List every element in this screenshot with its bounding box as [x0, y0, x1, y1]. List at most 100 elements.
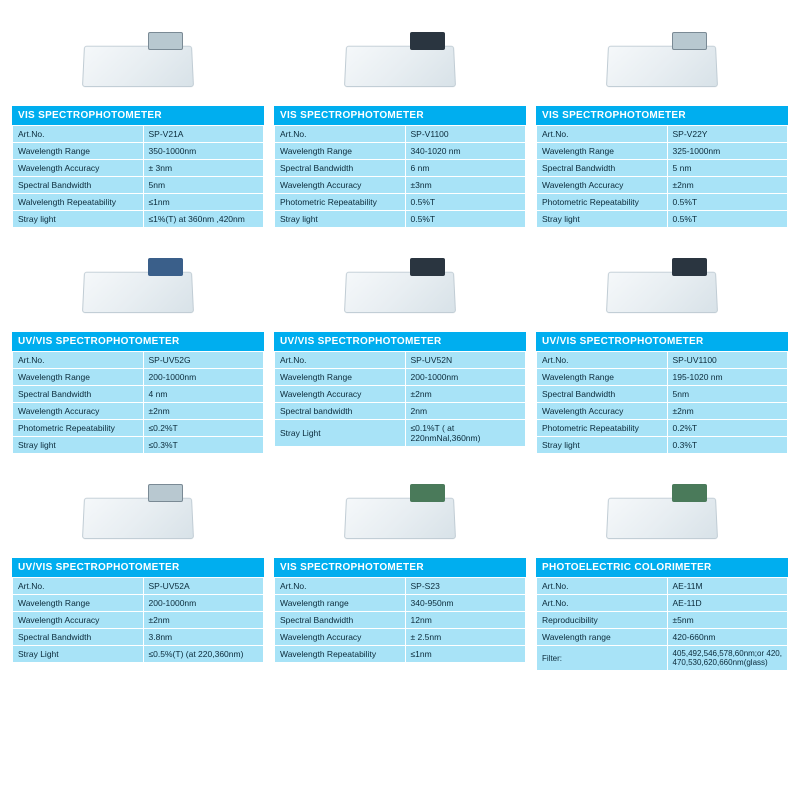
- spec-label: Wavelength Accuracy: [537, 177, 668, 194]
- spec-label: Photometric Repeatability: [537, 194, 668, 211]
- spec-value: SP-V21A: [143, 126, 263, 143]
- spec-label: Spectral Bandwidth: [275, 160, 406, 177]
- spec-label: Art.No.: [13, 578, 144, 595]
- spec-label: Wavelength Accuracy: [13, 403, 144, 420]
- table-row: Photometric Repeatability0.5%T: [275, 194, 526, 211]
- table-row: Art.No.SP-S23: [275, 578, 526, 595]
- table-row: Spectral Bandwidth5nm: [537, 386, 788, 403]
- table-row: Wavelength Accuracy± 3nm: [13, 160, 264, 177]
- spec-label: Spectral Bandwidth: [13, 177, 144, 194]
- spec-label: Photometric Repeatability: [275, 194, 406, 211]
- table-row: Walvelength Repeatability≤1nm: [13, 194, 264, 211]
- spec-table: Art.No.SP-V1100Wavelength Range340-1020 …: [274, 125, 526, 228]
- spec-value: 420-660nm: [667, 629, 787, 646]
- spec-table: Art.No.SP-UV1100Wavelength Range195-1020…: [536, 351, 788, 454]
- product-image: [274, 238, 526, 328]
- table-row: Stray light0.5%T: [537, 211, 788, 228]
- spec-value: ±2nm: [143, 403, 263, 420]
- product-title: VIS SPECTROPHOTOMETER: [12, 106, 264, 125]
- product-title: PHOTOELECTRIC COLORIMETER: [536, 558, 788, 577]
- spec-value: ±2nm: [667, 177, 787, 194]
- spec-value: ± 2.5nm: [405, 629, 525, 646]
- table-row: Wavelength Accuracy±2nm: [275, 386, 526, 403]
- product-image: [274, 12, 526, 102]
- spec-value: ≤1%(T) at 360nm ,420nm: [143, 211, 263, 228]
- spec-value: ±2nm: [667, 403, 787, 420]
- table-row: Stray light≤1%(T) at 360nm ,420nm: [13, 211, 264, 228]
- spec-value: 5nm: [667, 386, 787, 403]
- spec-label: Stray Light: [13, 646, 144, 663]
- spec-value: ≤0.5%(T) (at 220,360nm): [143, 646, 263, 663]
- table-row: Spectral Bandwidth5 nm: [537, 160, 788, 177]
- product-image: [536, 12, 788, 102]
- product-image: [536, 238, 788, 328]
- spec-value: 200-1000nm: [143, 369, 263, 386]
- table-row: Stray Light≤0.5%(T) (at 220,360nm): [13, 646, 264, 663]
- spec-label: Wavelength Range: [275, 369, 406, 386]
- spec-label: Wavelength Accuracy: [537, 403, 668, 420]
- spec-label: Spectral Bandwidth: [537, 160, 668, 177]
- spec-label: Art.No.: [537, 352, 668, 369]
- product-title: UV/VIS SPECTROPHOTOMETER: [12, 558, 264, 577]
- spec-label: Wavelength Range: [537, 369, 668, 386]
- spec-label: Art.No.: [275, 578, 406, 595]
- spec-value: 2nm: [405, 403, 525, 420]
- spec-label: Stray Light: [275, 420, 406, 447]
- spec-value: SP-S23: [405, 578, 525, 595]
- table-row: Art.No.SP-UV52N: [275, 352, 526, 369]
- table-row: Stray light0.3%T: [537, 437, 788, 454]
- spec-label: Stray light: [275, 211, 406, 228]
- spec-label: Art.No.: [275, 352, 406, 369]
- spec-value: ± 3nm: [143, 160, 263, 177]
- spec-table: Art.No.SP-UV52NWavelength Range200-1000n…: [274, 351, 526, 447]
- table-row: Spectral Bandwidth12nm: [275, 612, 526, 629]
- table-row: Stray light0.5%T: [275, 211, 526, 228]
- product-title: VIS SPECTROPHOTOMETER: [274, 106, 526, 125]
- table-row: Stray Light≤0.1%T ( at 220nmNal,360nm): [275, 420, 526, 447]
- spec-value: 0.2%T: [667, 420, 787, 437]
- table-row: Art.No.SP-UV1100: [537, 352, 788, 369]
- spec-label: Art.No.: [13, 352, 144, 369]
- spec-value: 5nm: [143, 177, 263, 194]
- table-row: Wavelength range420-660nm: [537, 629, 788, 646]
- spec-label: Wavelength range: [275, 595, 406, 612]
- product-title: VIS SPECTROPHOTOMETER: [274, 558, 526, 577]
- product-card: PHOTOELECTRIC COLORIMETERArt.No.AE-11MAr…: [536, 464, 788, 671]
- spec-label: Spectral Bandwidth: [13, 386, 144, 403]
- spec-label: Spectral Bandwidth: [13, 629, 144, 646]
- table-row: Wavelength Range200-1000nm: [13, 369, 264, 386]
- spec-label: Walvelength Repeatability: [13, 194, 144, 211]
- product-image: [12, 238, 264, 328]
- spec-table: Art.No.SP-UV52GWavelength Range200-1000n…: [12, 351, 264, 454]
- product-card: UV/VIS SPECTROPHOTOMETERArt.No.SP-UV52GW…: [12, 238, 264, 454]
- table-row: Spectral Bandwidth5nm: [13, 177, 264, 194]
- spec-value: SP-UV1100: [667, 352, 787, 369]
- spec-value: SP-UV52N: [405, 352, 525, 369]
- spec-value: 200-1000nm: [405, 369, 525, 386]
- spec-value: AE-11D: [667, 595, 787, 612]
- spec-value: 4 nm: [143, 386, 263, 403]
- table-row: Photometric Repeatability0.2%T: [537, 420, 788, 437]
- spec-label: Art.No.: [537, 578, 668, 595]
- spec-value: SP-UV52G: [143, 352, 263, 369]
- spec-value: AE-11M: [667, 578, 787, 595]
- spec-value: 0.5%T: [405, 211, 525, 228]
- table-row: Wavelength range340-950nm: [275, 595, 526, 612]
- spec-value: 6 nm: [405, 160, 525, 177]
- table-row: Spectral bandwidth2nm: [275, 403, 526, 420]
- table-row: Art.No.SP-UV52A: [13, 578, 264, 595]
- spec-value: ±2nm: [143, 612, 263, 629]
- spec-value: SP-UV52A: [143, 578, 263, 595]
- spec-label: Wavelength Accuracy: [275, 629, 406, 646]
- spec-label: Spectral Bandwidth: [275, 612, 406, 629]
- table-row: Art.No.SP-V22Y: [537, 126, 788, 143]
- table-row: Wavelength Range340-1020 nm: [275, 143, 526, 160]
- spec-label: Wavelength Accuracy: [13, 612, 144, 629]
- table-row: Wavelength Accuracy±3nm: [275, 177, 526, 194]
- spec-label: Art.No.: [275, 126, 406, 143]
- spec-value: 3.8nm: [143, 629, 263, 646]
- spec-label: Wavelength Range: [13, 143, 144, 160]
- spec-value: 195-1020 nm: [667, 369, 787, 386]
- table-row: Wavelength Range195-1020 nm: [537, 369, 788, 386]
- table-row: Photometric Repeatability≤0.2%T: [13, 420, 264, 437]
